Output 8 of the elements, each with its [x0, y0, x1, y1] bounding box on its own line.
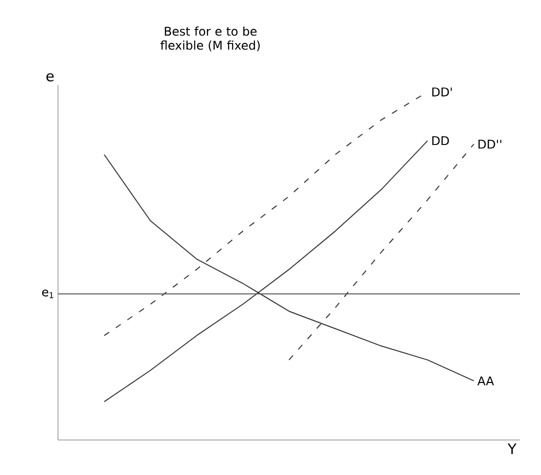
- y-axis-title: e: [46, 73, 54, 82]
- series-label: DD': [432, 88, 452, 96]
- series-label: DD'': [478, 140, 502, 149]
- ref-line-label: e$_{1}$: [42, 290, 54, 298]
- text: Best for e to be flexible (M fixed): [160, 26, 260, 52]
- x-axis-title: Y: [508, 444, 517, 454]
- series-label: DD: [432, 136, 449, 146]
- series-label: AA: [477, 376, 494, 386]
